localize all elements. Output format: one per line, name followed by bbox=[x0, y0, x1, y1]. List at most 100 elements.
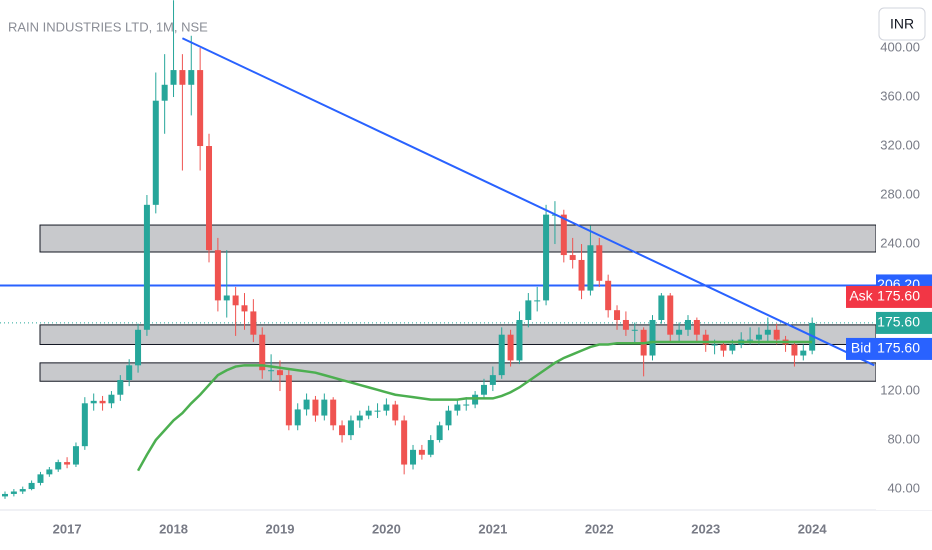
candle-body bbox=[658, 295, 665, 320]
candle-body bbox=[276, 370, 283, 376]
candle-body bbox=[19, 489, 26, 492]
candle-body bbox=[498, 334, 505, 376]
y-tick-label: 240.00 bbox=[880, 235, 920, 250]
candle-body bbox=[170, 70, 177, 85]
candle-body bbox=[543, 214, 550, 301]
candle-body bbox=[135, 329, 142, 366]
candle-body bbox=[534, 300, 541, 302]
candle-body bbox=[773, 329, 780, 340]
candle-body bbox=[676, 329, 683, 335]
currency-label[interactable]: INR bbox=[890, 16, 914, 32]
last-price-box bbox=[876, 311, 932, 334]
candle-body bbox=[729, 344, 736, 351]
last-price-label: 175.60 bbox=[877, 314, 920, 330]
candle-body bbox=[667, 295, 674, 335]
y-tick-label: 400.00 bbox=[880, 39, 920, 54]
x-tick-label: 2018 bbox=[159, 521, 188, 536]
candle-body bbox=[684, 319, 691, 330]
candle-body bbox=[285, 375, 292, 426]
candle-body bbox=[161, 84, 168, 101]
candle-body bbox=[2, 493, 8, 497]
candle-body bbox=[206, 146, 213, 251]
x-tick-label: 2023 bbox=[691, 521, 720, 536]
candle-body bbox=[330, 399, 337, 426]
candle-body bbox=[755, 334, 762, 340]
candle-body bbox=[791, 344, 798, 356]
candle-body bbox=[37, 474, 44, 483]
y-tick-label: 360.00 bbox=[880, 88, 920, 103]
y-tick-label: 40.00 bbox=[887, 480, 920, 495]
candle-body bbox=[418, 449, 425, 455]
candle-body bbox=[250, 311, 257, 335]
currency-button[interactable] bbox=[878, 7, 926, 41]
bid-name-box bbox=[846, 337, 876, 360]
candle-body bbox=[90, 400, 97, 404]
x-tick-label: 2021 bbox=[478, 521, 507, 536]
candle-body bbox=[631, 329, 638, 331]
candle-body bbox=[587, 245, 594, 291]
candle-body bbox=[649, 319, 656, 356]
candle-body bbox=[463, 404, 470, 406]
candle-body bbox=[720, 344, 727, 351]
x-tick-label: 2020 bbox=[372, 521, 401, 536]
candle-body bbox=[303, 399, 310, 410]
candle-body bbox=[560, 214, 567, 256]
candle-body bbox=[480, 384, 487, 395]
chart-title: RAIN INDUSTRIES LTD, 1M, NSE bbox=[8, 19, 208, 34]
candle-body bbox=[569, 255, 576, 260]
candle-body bbox=[410, 449, 417, 465]
candle-body bbox=[622, 319, 629, 330]
support-resistance-zone bbox=[39, 362, 877, 382]
candle-body bbox=[339, 425, 346, 436]
y-tick-label: 320.00 bbox=[880, 137, 920, 152]
ask-name: Ask bbox=[849, 288, 873, 304]
candle-body bbox=[525, 300, 532, 320]
candle-body bbox=[312, 399, 319, 416]
candle-body bbox=[516, 319, 523, 361]
candle-body bbox=[294, 409, 301, 426]
candle-body bbox=[401, 420, 408, 465]
candle-body bbox=[99, 400, 106, 404]
candle-body bbox=[711, 344, 718, 346]
bid-name: Bid bbox=[851, 340, 871, 356]
candle-body bbox=[356, 415, 363, 421]
candle-body bbox=[445, 410, 452, 426]
x-tick-label: 2019 bbox=[266, 521, 295, 536]
candle-body bbox=[427, 440, 434, 455]
candle-body bbox=[241, 305, 248, 312]
candle-body bbox=[383, 404, 390, 411]
candle-body bbox=[436, 425, 443, 441]
candle-body bbox=[268, 370, 275, 372]
candle-body bbox=[365, 410, 372, 416]
ask-name-box bbox=[846, 285, 876, 308]
y-tick-label: 120.00 bbox=[880, 382, 920, 397]
candle-body bbox=[223, 295, 230, 301]
candle-body bbox=[596, 245, 603, 281]
candle-body bbox=[693, 319, 700, 335]
candle-body bbox=[72, 446, 79, 465]
candle-body bbox=[614, 310, 621, 320]
candle-body bbox=[259, 334, 266, 371]
candle-body bbox=[117, 380, 124, 395]
candle-body bbox=[143, 204, 150, 330]
candle-body bbox=[197, 70, 204, 147]
candle-body bbox=[188, 70, 195, 85]
candle-body bbox=[179, 70, 186, 85]
candle-body bbox=[214, 250, 221, 301]
candle-body bbox=[347, 420, 354, 436]
candle-body bbox=[489, 375, 496, 385]
candle-body bbox=[374, 410, 381, 412]
candle-body bbox=[232, 295, 239, 306]
candle-body bbox=[10, 491, 17, 494]
ask-price: 175.60 bbox=[877, 288, 920, 304]
candle-body bbox=[578, 259, 585, 291]
bid-price-box bbox=[876, 337, 932, 360]
candle-body bbox=[46, 469, 53, 475]
ask-price-box bbox=[876, 285, 932, 308]
plot-area bbox=[0, 0, 877, 499]
candle-body bbox=[507, 334, 514, 361]
candle-body bbox=[702, 334, 709, 345]
candle-body bbox=[108, 394, 115, 404]
trendline bbox=[181, 37, 875, 367]
